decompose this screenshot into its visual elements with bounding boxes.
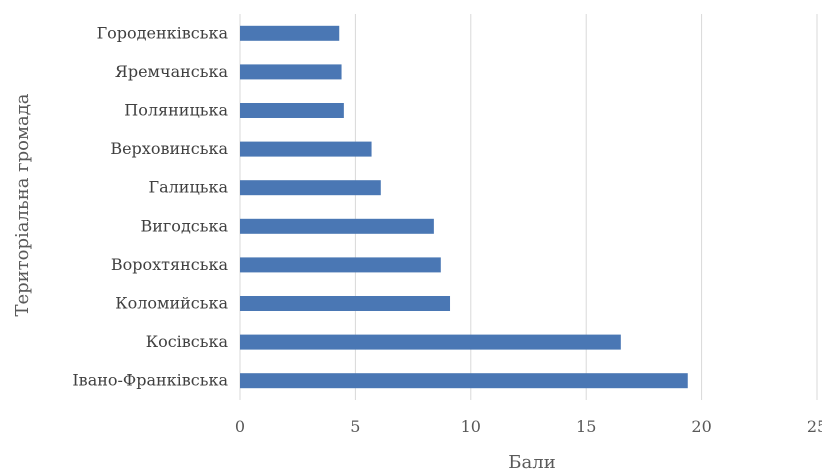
category-label: Галицька (149, 178, 229, 197)
category-label: Івано-Франківська (72, 371, 228, 390)
x-tick-label: 15 (576, 417, 596, 436)
category-label: Поляницька (124, 101, 228, 120)
x-tick-labels: 0 5 10 15 20 25 (235, 417, 822, 436)
bar (240, 103, 344, 118)
bar (240, 257, 441, 273)
bar (240, 64, 342, 80)
bar (240, 25, 340, 41)
x-tick-label: 20 (691, 417, 711, 436)
bar (240, 296, 451, 311)
category-label: Вигодська (141, 216, 229, 235)
category-labels: Городенківська Яремчанська Поляницька Верхо… (72, 23, 228, 389)
bar (240, 141, 372, 157)
x-axis-title: Бали (508, 452, 555, 473)
category-label: Косівська (146, 332, 229, 351)
bar (240, 180, 381, 196)
x-tick-label: 5 (350, 417, 360, 436)
bars (240, 25, 688, 389)
category-label: Городенківська (97, 23, 229, 42)
x-tick-label: 10 (461, 417, 481, 436)
bar (240, 334, 621, 350)
category-label: Коломийська (115, 294, 228, 313)
bar (240, 373, 688, 389)
category-label: Верховинська (110, 139, 228, 158)
category-label: Яремчанська (115, 62, 229, 81)
y-axis-title: Територіальна громада (12, 93, 33, 316)
x-tick-label: 0 (235, 417, 245, 436)
x-tick-label: 25 (807, 417, 822, 436)
bar (240, 218, 434, 234)
category-label: Ворохтянська (111, 255, 229, 274)
